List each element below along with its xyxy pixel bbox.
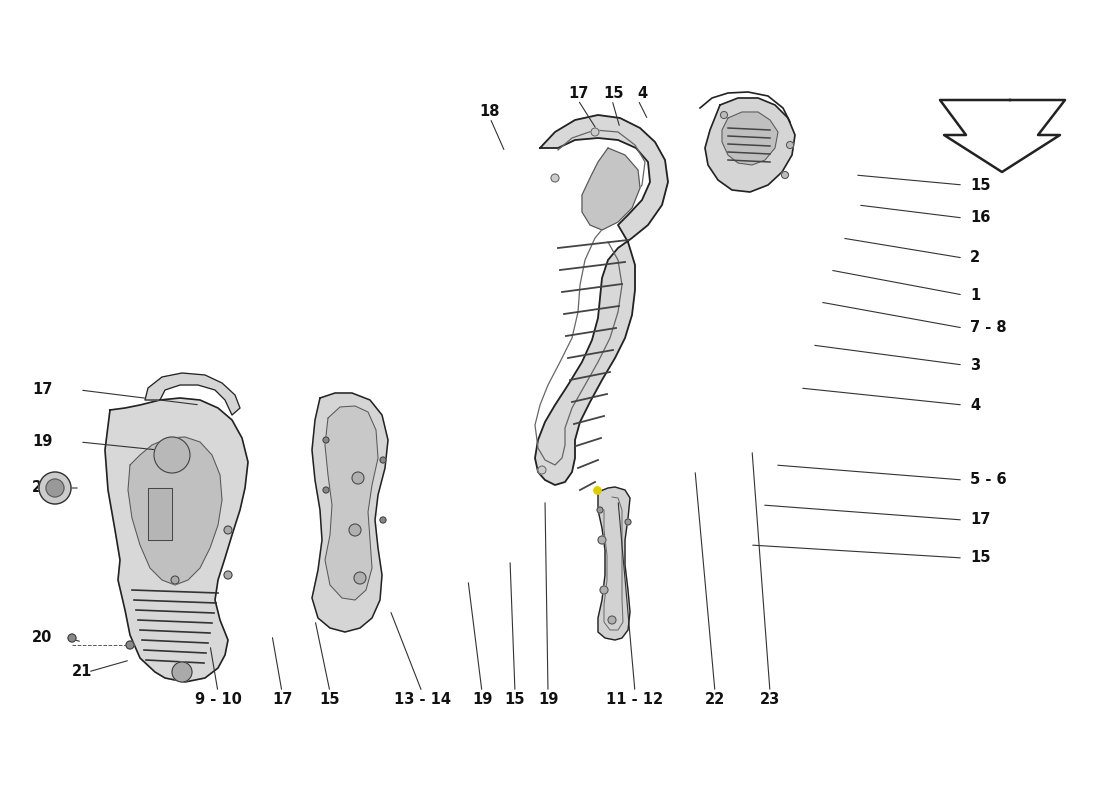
Circle shape [379, 517, 386, 523]
Polygon shape [148, 488, 172, 540]
Circle shape [538, 466, 546, 474]
Text: 4: 4 [970, 398, 980, 413]
Circle shape [720, 111, 727, 118]
Circle shape [591, 128, 600, 136]
Polygon shape [598, 487, 630, 640]
Text: 15: 15 [604, 86, 625, 101]
Text: 9 - 10: 9 - 10 [195, 693, 241, 707]
Circle shape [154, 437, 190, 473]
Text: 13 - 14: 13 - 14 [394, 693, 451, 707]
Text: 17: 17 [568, 86, 588, 101]
Text: 17: 17 [970, 513, 990, 527]
Circle shape [781, 171, 789, 178]
Text: 23: 23 [760, 693, 780, 707]
Circle shape [625, 519, 631, 525]
Text: 15: 15 [970, 178, 990, 193]
Text: 11 - 12: 11 - 12 [606, 693, 663, 707]
Text: 21: 21 [72, 665, 92, 679]
Text: 17: 17 [272, 693, 293, 707]
Circle shape [46, 479, 64, 497]
Text: 7 - 8: 7 - 8 [970, 321, 1007, 335]
Text: 16: 16 [970, 210, 990, 226]
Text: 15: 15 [320, 693, 340, 707]
Polygon shape [582, 148, 640, 230]
Text: 18: 18 [480, 105, 501, 119]
Polygon shape [722, 112, 778, 165]
Text: 20: 20 [32, 630, 53, 646]
Circle shape [224, 526, 232, 534]
Polygon shape [940, 100, 1065, 172]
Text: 5 - 6: 5 - 6 [970, 473, 1007, 487]
Circle shape [786, 142, 793, 149]
Polygon shape [145, 373, 240, 415]
Polygon shape [324, 406, 378, 600]
Circle shape [68, 634, 76, 642]
Circle shape [608, 616, 616, 624]
Polygon shape [128, 437, 222, 585]
Circle shape [597, 507, 603, 513]
Circle shape [170, 576, 179, 584]
Text: 19: 19 [472, 693, 492, 707]
Circle shape [352, 472, 364, 484]
Polygon shape [312, 393, 388, 632]
Text: 1: 1 [970, 287, 980, 302]
Circle shape [349, 524, 361, 536]
Circle shape [551, 174, 559, 182]
Circle shape [172, 662, 192, 682]
Circle shape [323, 487, 329, 493]
Circle shape [600, 586, 608, 594]
Circle shape [224, 571, 232, 579]
Text: 19: 19 [538, 693, 558, 707]
Circle shape [379, 457, 386, 463]
Circle shape [354, 572, 366, 584]
Text: 4: 4 [637, 86, 647, 101]
Text: 2: 2 [970, 250, 980, 266]
Circle shape [323, 437, 329, 443]
Text: 15: 15 [505, 693, 526, 707]
Text: 3: 3 [970, 358, 980, 373]
Text: 22: 22 [705, 693, 725, 707]
Text: 17: 17 [32, 382, 53, 398]
Circle shape [39, 472, 72, 504]
Circle shape [598, 536, 606, 544]
Text: 19: 19 [32, 434, 53, 450]
Circle shape [126, 641, 134, 649]
Polygon shape [705, 98, 795, 192]
Text: 24: 24 [32, 481, 53, 495]
Text: 15: 15 [970, 550, 990, 566]
Polygon shape [104, 398, 248, 682]
Polygon shape [535, 115, 668, 485]
